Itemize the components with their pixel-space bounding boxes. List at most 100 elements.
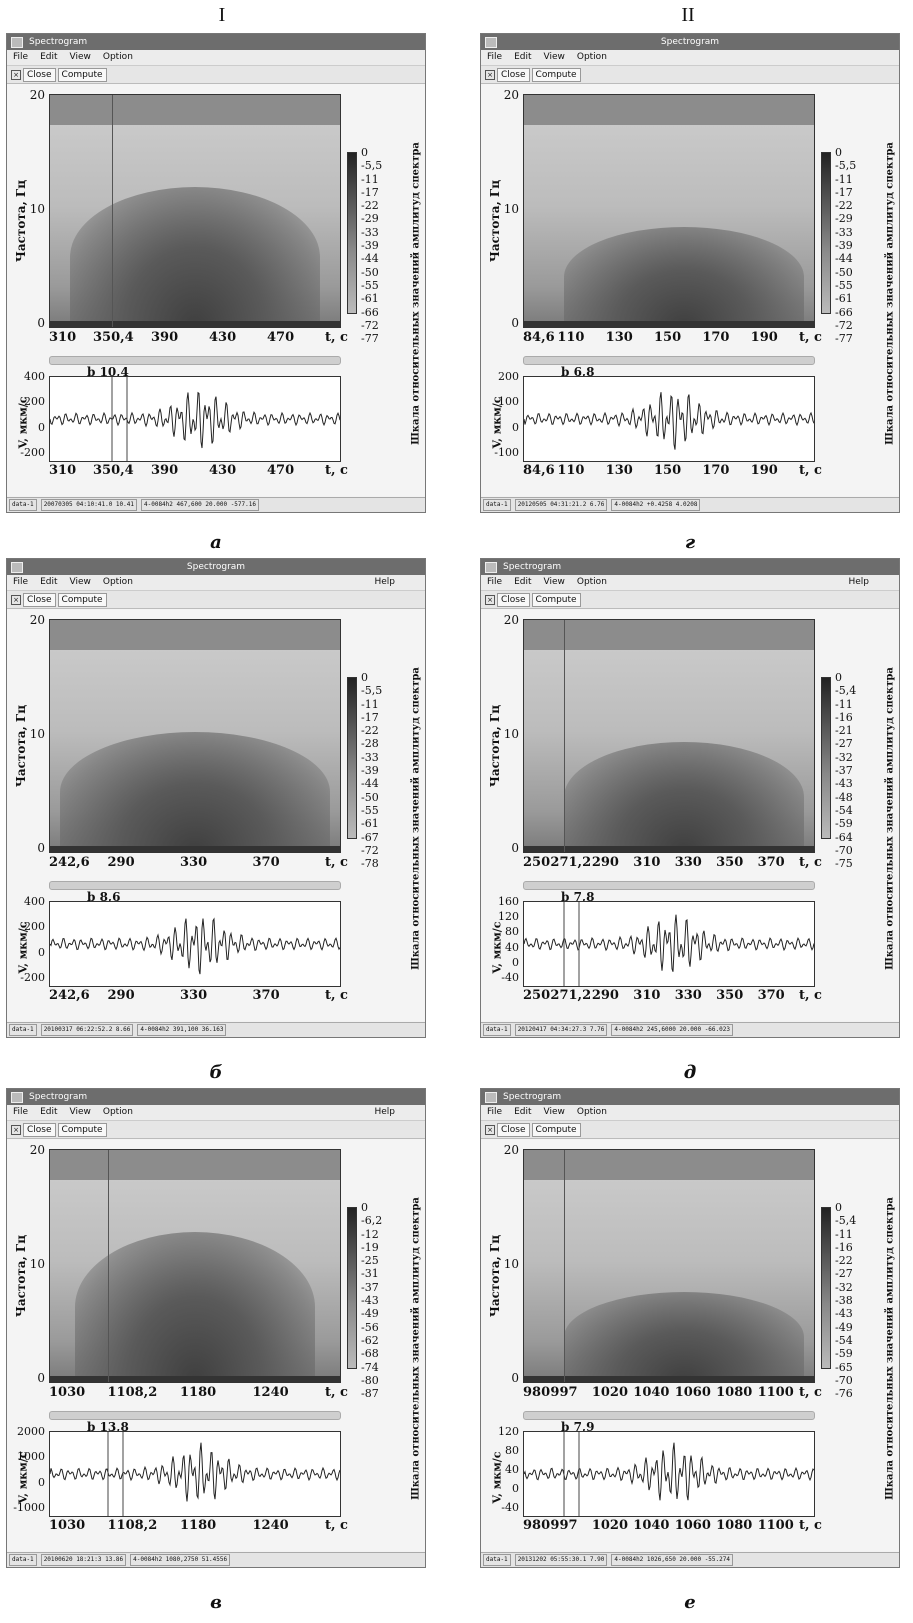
waveform-svg xyxy=(50,377,340,461)
waveform-y-tick: 1000 xyxy=(17,1450,45,1464)
menu-item-edit[interactable]: Edit xyxy=(40,52,58,62)
compute-button[interactable]: Compute xyxy=(57,1123,107,1137)
window-menu-icon[interactable] xyxy=(11,562,23,573)
time-cursor-line[interactable] xyxy=(112,95,113,327)
compute-button[interactable]: Compute xyxy=(531,1123,581,1137)
status-field: data-1 xyxy=(483,1554,511,1566)
amplitude-scale-title-text: Шкала относительных значений амплитуд сп… xyxy=(884,1197,896,1500)
horizontal-scrollbar[interactable] xyxy=(49,1411,341,1420)
window-menu-icon[interactable] xyxy=(485,37,497,48)
spectrogram-window-e: Spectrogram File Edit View Option × Close Compu… xyxy=(480,1088,900,1568)
compute-button[interactable]: Compute xyxy=(57,68,107,82)
menu-item-edit[interactable]: Edit xyxy=(514,52,532,62)
window-menu-icon[interactable] xyxy=(485,1092,497,1103)
menu-item-view[interactable]: View xyxy=(543,52,565,62)
close-icon[interactable]: × xyxy=(11,594,21,605)
horizontal-scrollbar[interactable] xyxy=(523,1411,815,1420)
time-cursor-line[interactable] xyxy=(564,1150,565,1382)
time-cursor-line[interactable] xyxy=(564,620,565,852)
menu-item-view[interactable]: View xyxy=(543,1107,565,1117)
spectrogram-x-tick: 1060 xyxy=(674,1385,711,1400)
status-field: data-1 xyxy=(9,1554,37,1566)
window-menu-icon[interactable] xyxy=(485,562,497,573)
amplitude-scale-value: -54 xyxy=(835,1333,853,1347)
waveform-y-tick: 100 xyxy=(498,395,519,409)
spectrogram-window-v: Spectrogram File Edit View Option Help × Close C… xyxy=(6,1088,426,1568)
menu-item-file[interactable]: File xyxy=(13,52,29,62)
plot-area: Частота, Гц 20 10 0 980 997 1020 1040 1060 1080 11… xyxy=(481,1139,899,1551)
waveform-x-axis: 84,6 110 130 150 170 190 t, с xyxy=(523,463,823,479)
close-button[interactable]: Close xyxy=(23,593,56,607)
amplitude-scale-value: -5,4 xyxy=(835,1214,857,1228)
menu-item-option[interactable]: Option xyxy=(576,52,607,62)
waveform-x-tick: 250 xyxy=(523,988,551,1003)
menu-item-option[interactable]: Option xyxy=(102,577,133,587)
menu-item-file[interactable]: File xyxy=(13,1107,29,1117)
amplitude-scale-value: -6,2 xyxy=(361,1214,383,1228)
close-button[interactable]: Close xyxy=(497,1123,530,1137)
amplitude-scale-value: -64 xyxy=(835,830,853,844)
amplitude-scale-value: 0 xyxy=(835,1201,842,1214)
compute-button[interactable]: Compute xyxy=(531,593,581,607)
close-icon[interactable]: × xyxy=(485,594,495,605)
horizontal-scrollbar[interactable] xyxy=(523,356,815,365)
menu-item-view[interactable]: View xyxy=(69,52,91,62)
amplitude-scale-value: -72 xyxy=(835,318,853,332)
close-icon[interactable]: × xyxy=(485,1124,495,1135)
menu-item-edit[interactable]: Edit xyxy=(40,577,58,587)
amplitude-scale-value: -78 xyxy=(361,857,379,871)
menu-item-help[interactable]: Help xyxy=(374,577,395,587)
status-field: 20120505 04:31:21.2 6.76 xyxy=(514,499,608,511)
close-icon[interactable]: × xyxy=(11,1124,21,1135)
menu-item-help[interactable]: Help xyxy=(374,1107,395,1117)
horizontal-scrollbar[interactable] xyxy=(49,356,341,365)
menu-item-edit[interactable]: Edit xyxy=(40,1107,58,1117)
menu-item-help[interactable]: Help xyxy=(848,577,869,587)
amplitude-scale-bar xyxy=(347,1207,357,1369)
menu-item-file[interactable]: File xyxy=(487,1107,503,1117)
window-menu-icon[interactable] xyxy=(11,1092,23,1103)
menu-item-file[interactable]: File xyxy=(13,577,29,587)
close-icon[interactable]: × xyxy=(11,69,21,80)
waveform-x-tick: t, с xyxy=(325,1518,348,1533)
menu-item-edit[interactable]: Edit xyxy=(514,1107,532,1117)
menu-item-file[interactable]: File xyxy=(487,52,503,62)
plot-area: Частота, Гц 20 10 0 310 350,4 390 430 470 t, с 0 -5… xyxy=(7,84,425,496)
amplitude-scale-value: -19 xyxy=(361,1240,379,1254)
spectrogram-image xyxy=(523,94,815,328)
toolbar: × Close Compute xyxy=(481,591,899,609)
window-title: Spectrogram xyxy=(29,1092,88,1102)
spectrogram-y-axis-label: Частота, Гц xyxy=(11,1219,31,1339)
spectrogram-y-tick: 20 xyxy=(503,1143,519,1157)
menu-item-view[interactable]: View xyxy=(69,1107,91,1117)
spectrogram-baseline xyxy=(50,846,340,852)
close-button[interactable]: Close xyxy=(23,68,56,82)
menu-item-file[interactable]: File xyxy=(487,577,503,587)
close-button[interactable]: Close xyxy=(23,1123,56,1137)
menu-item-option[interactable]: Option xyxy=(102,52,133,62)
menu-item-edit[interactable]: Edit xyxy=(514,577,532,587)
compute-button[interactable]: Compute xyxy=(531,68,581,82)
menu-item-option[interactable]: Option xyxy=(576,577,607,587)
close-button[interactable]: Close xyxy=(497,68,530,82)
spectrogram-x-tick: 110 xyxy=(557,330,585,345)
menu-item-option[interactable]: Option xyxy=(576,1107,607,1117)
horizontal-scrollbar[interactable] xyxy=(523,881,815,890)
window-menu-icon[interactable] xyxy=(11,37,23,48)
compute-button[interactable]: Compute xyxy=(57,593,107,607)
menu-item-view[interactable]: View xyxy=(69,577,91,587)
waveform-y-tick: 0 xyxy=(38,945,45,959)
menu-item-view[interactable]: View xyxy=(543,577,565,587)
horizontal-scrollbar[interactable] xyxy=(49,881,341,890)
time-cursor-line[interactable] xyxy=(108,1150,109,1382)
close-icon[interactable]: × xyxy=(485,69,495,80)
menu-item-option[interactable]: Option xyxy=(102,1107,133,1117)
waveform-y-tick: 120 xyxy=(498,910,519,924)
amplitude-scale-value: -44 xyxy=(835,252,853,266)
waveform-x-tick: 350,4 xyxy=(93,463,134,478)
waveform-x-tick: t, с xyxy=(325,988,348,1003)
close-button[interactable]: Close xyxy=(497,593,530,607)
spectrogram-image xyxy=(49,94,341,328)
status-field: 4-0084h2 245,6000 20.000 -66.023 xyxy=(611,1024,733,1036)
